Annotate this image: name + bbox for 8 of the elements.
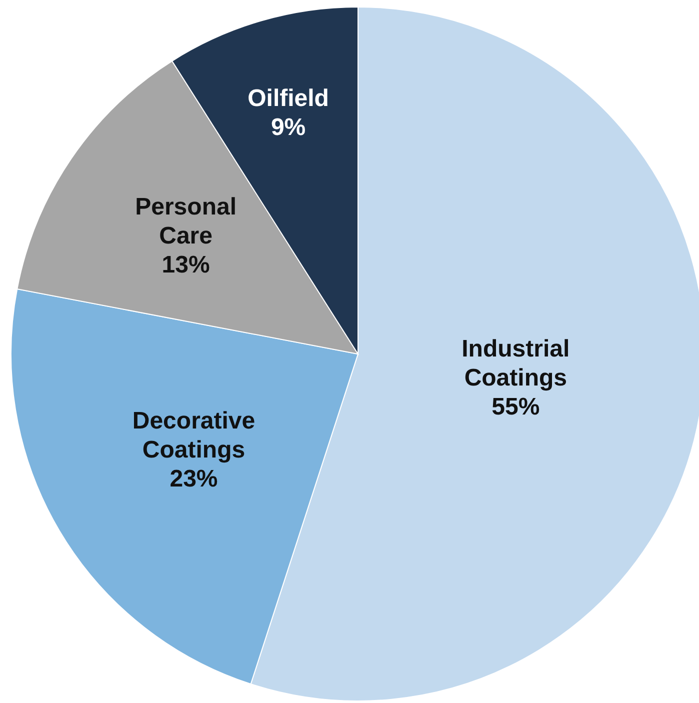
data-label: 13% bbox=[162, 251, 210, 278]
slice-label: Oilfield bbox=[248, 84, 329, 112]
slice-label: Industrial Coatings bbox=[462, 335, 570, 392]
slice-label: Personal Care bbox=[135, 193, 236, 250]
data-label: 9% bbox=[270, 114, 306, 141]
slice-label: Decorative Coatings bbox=[132, 407, 256, 464]
data-label: 55% bbox=[492, 393, 540, 420]
data-label: 23% bbox=[170, 465, 218, 492]
